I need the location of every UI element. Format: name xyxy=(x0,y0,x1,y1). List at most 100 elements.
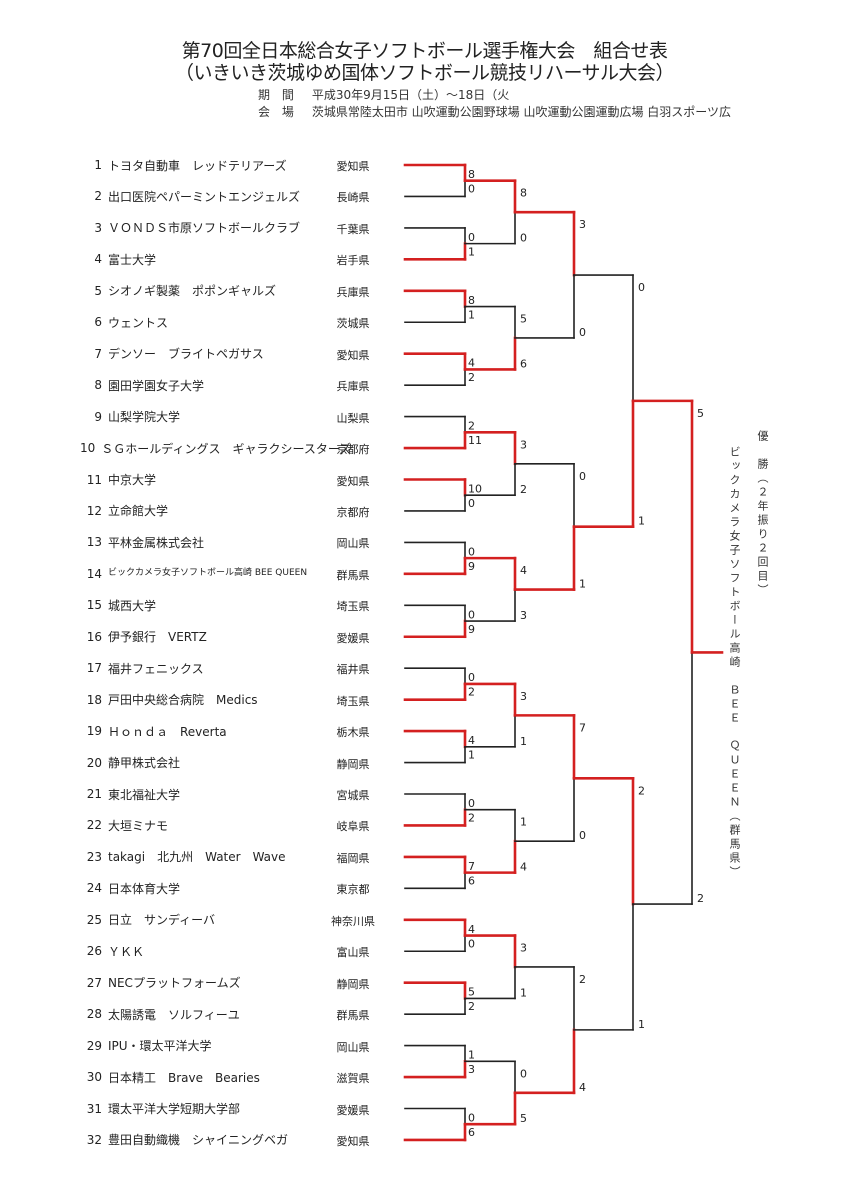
score-bottom: 1 xyxy=(468,749,475,762)
score-bottom: 2 xyxy=(468,811,475,824)
score-bottom: 2 xyxy=(468,371,475,384)
page-title: 第70回全日本総合女子ソフトボール選手権大会 組合せ表 xyxy=(181,40,668,62)
team-name: デンソー ブライトペガサス xyxy=(108,347,264,362)
score-top: 7 xyxy=(579,721,586,734)
team-number: 21 xyxy=(86,787,102,801)
team-number: 8 xyxy=(94,378,102,393)
score-bottom: 3 xyxy=(520,609,527,622)
period-label: 期 間 xyxy=(258,88,298,102)
team-name: 山梨学院大学 xyxy=(108,410,181,425)
team-row: 11 中京大学 xyxy=(80,470,330,490)
team-name: トヨタ自動車 レッドテリアーズ xyxy=(108,158,287,173)
team-number: 29 xyxy=(86,1038,102,1053)
score-top: 0 xyxy=(468,545,475,558)
score-top: 0 xyxy=(468,1112,475,1125)
team-prefecture: 滋賀県 xyxy=(336,1072,370,1086)
score-top: 4 xyxy=(468,923,475,936)
team-prefecture: 岩手県 xyxy=(336,254,370,268)
team-prefecture: 栃木県 xyxy=(336,726,370,740)
team-prefecture: 静岡県 xyxy=(336,977,370,991)
score-bottom: 1 xyxy=(579,578,586,591)
page-subtitle: （いきいき茨城ゆめ国体ソフトボール競技リハーサル大会） xyxy=(174,62,675,84)
venue-value: 茨城県常陸太田市 山吹運動公園野球場 山吹運動公園運動広場 白羽スポーツ広 xyxy=(311,105,732,119)
champion-label: 優 勝（２年振り２回目） xyxy=(756,430,769,598)
team-name: 日本精工 Brave Bearies xyxy=(108,1070,260,1085)
score-bottom: 2 xyxy=(468,1000,475,1013)
team-name: 福井フェニックス xyxy=(108,661,204,676)
team-row: 24 日本体育大学 xyxy=(80,878,330,898)
score-top: 0 xyxy=(468,671,475,684)
team-prefecture: 京都府 xyxy=(336,505,370,519)
team-number: 19 xyxy=(86,724,102,739)
score-top: 0 xyxy=(468,231,475,244)
score-top: 3 xyxy=(520,690,527,703)
team-row: 5 シオノギ製薬 ポポンギャルズ xyxy=(80,281,330,301)
team-row: 31 環太平洋大学短期大学部 xyxy=(80,1099,330,1119)
score-top: 8 xyxy=(468,168,475,181)
team-row: 12 立命館大学 xyxy=(80,501,330,521)
team-prefecture: 埼玉県 xyxy=(336,600,370,614)
team-row: 13 平林金属株式会社 xyxy=(80,532,330,552)
team-prefecture: 静岡県 xyxy=(336,757,370,771)
team-row: 15 城西大学 xyxy=(80,595,330,615)
score-top: 4 xyxy=(520,564,527,577)
team-row: 19 Ｈｏｎｄａ Reverta xyxy=(80,721,330,741)
score-bottom: 0 xyxy=(520,232,527,245)
team-number: 5 xyxy=(94,283,102,298)
team-row: 20 静甲株式会社 xyxy=(80,753,330,773)
score-bottom: 0 xyxy=(579,326,586,339)
score-top: 3 xyxy=(579,218,586,231)
team-prefecture: 兵庫県 xyxy=(336,285,370,299)
team-name: ウェントス xyxy=(108,315,169,330)
score-bottom: 6 xyxy=(520,357,527,370)
team-name: 環太平洋大学短期大学部 xyxy=(108,1102,241,1116)
team-row: 29 IPU・環太平洋大学 xyxy=(80,1036,330,1056)
team-name: 伊予銀行 VERTZ xyxy=(108,630,207,645)
team-number: 11 xyxy=(86,472,102,487)
team-prefecture: 山梨県 xyxy=(336,411,370,425)
score-top: 2 xyxy=(638,784,645,797)
champion-team: ビックカメラ女子ソフトボール高崎 ＢＥＥ ＱＵＥＥＮ（群馬県） xyxy=(728,446,741,880)
score-top: 0 xyxy=(468,608,475,621)
score-bottom: 1 xyxy=(638,515,645,528)
score-bottom: 1 xyxy=(468,245,475,258)
team-row: 7 デンソー ブライトペガサス xyxy=(80,344,330,364)
team-prefecture: 岐阜県 xyxy=(336,820,370,834)
team-number: 26 xyxy=(86,944,102,959)
team-row: 32 豊田自動織機 シャイニングベガ xyxy=(80,1130,330,1150)
team-row: 18 戸田中央総合病院 Medics xyxy=(80,690,330,710)
team-name: Ｈｏｎｄａ Reverta xyxy=(108,724,227,739)
team-number: 15 xyxy=(86,598,102,613)
team-name: NECプラットフォームズ xyxy=(108,976,241,991)
score-bottom: 1 xyxy=(468,308,475,321)
score-bottom: 9 xyxy=(468,623,475,636)
team-name: 城西大学 xyxy=(108,598,157,613)
score-top: 4 xyxy=(468,734,475,747)
score-bottom: 5 xyxy=(520,1112,527,1125)
team-prefecture: 愛知県 xyxy=(336,160,370,173)
team-name: 静甲株式会社 xyxy=(108,756,181,771)
team-row: 8 園田学園女子大学 xyxy=(80,375,330,395)
team-prefecture: 埼玉県 xyxy=(336,694,370,708)
team-name: 太陽誘電 ソルフィーユ xyxy=(108,1007,240,1022)
score-top: 0 xyxy=(468,797,475,810)
team-prefecture: 福井県 xyxy=(336,663,370,677)
score-top: 8 xyxy=(520,187,527,200)
venue-label: 会 場 xyxy=(258,105,298,119)
team-number: 25 xyxy=(86,912,102,927)
team-name: IPU・環太平洋大学 xyxy=(108,1039,212,1054)
team-prefecture: 神奈川県 xyxy=(331,914,375,928)
score-top: 3 xyxy=(520,438,527,451)
team-name: 大垣ミナモ xyxy=(108,818,169,833)
score-top: 0 xyxy=(579,470,586,483)
team-number: 13 xyxy=(86,535,102,550)
score-bottom: 9 xyxy=(468,560,475,573)
team-name: 東北福祉大学 xyxy=(108,787,181,802)
team-number: 6 xyxy=(94,315,102,330)
team-row: 17 福井フェニックス xyxy=(80,658,330,678)
team-prefecture: 愛媛県 xyxy=(336,631,370,645)
team-name: takagi 北九州 Water Wave xyxy=(108,850,286,865)
team-row: 6 ウェントス xyxy=(80,312,330,332)
score-bottom: 0 xyxy=(579,829,586,842)
